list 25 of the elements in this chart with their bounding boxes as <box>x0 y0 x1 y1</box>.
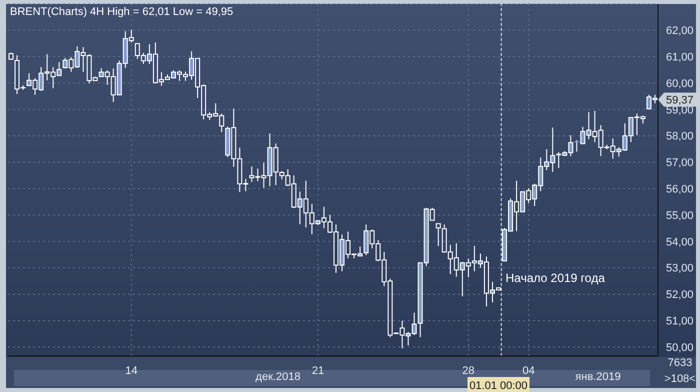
y-tick-label: 55,00 <box>666 210 694 222</box>
y-tick-label: 53,00 <box>666 262 694 275</box>
y-tick-label: 51,00 <box>666 316 694 328</box>
text: 7633 <box>668 357 692 370</box>
y-tick-label: 56,00 <box>666 183 694 196</box>
text: дек.2018 <box>256 371 300 384</box>
y-tick-label: 59,00 <box>666 104 694 116</box>
x-tick-label: 21 <box>312 365 324 377</box>
text: янв.2019 <box>575 371 621 384</box>
x-tick-label: 28 <box>462 365 475 377</box>
y-tick-label: 60,00 <box>666 78 694 90</box>
y-tick-label: 58,00 <box>666 130 694 143</box>
annotation: 59,37 <box>666 94 694 107</box>
y-tick-label: 50,00 <box>666 342 694 354</box>
y-tick-label: 54,00 <box>666 236 694 248</box>
text: >108< <box>664 373 696 386</box>
x-tick-label: 14 <box>125 365 138 377</box>
y-tick-label: 52,00 <box>666 289 694 302</box>
ref-line-label: Начало 2019 года <box>506 271 606 286</box>
x-tick-label: 01.01 00:00 <box>469 380 528 392</box>
y-tick-label: 61,00 <box>666 51 694 64</box>
y-tick-label: 57,00 <box>666 157 694 170</box>
y-tick-label: 62,00 <box>666 25 694 38</box>
x-tick-label: 04 <box>522 365 535 377</box>
chart-title: BRENT(Charts) 4H High = 62,01 Low = 49,95 <box>10 6 234 18</box>
